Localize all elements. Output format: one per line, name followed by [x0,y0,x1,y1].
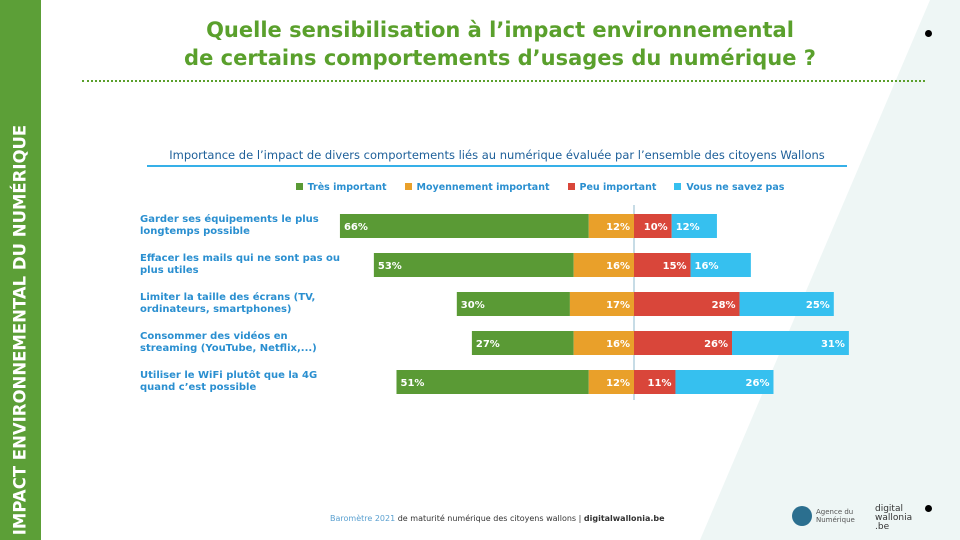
bar-segment [373,253,574,277]
data-label: 26% [746,378,770,389]
bar-segment [634,253,691,277]
data-label: 16% [695,261,719,272]
data-label: 53% [378,261,402,272]
bar-segment [634,292,740,316]
data-label: 12% [676,222,700,233]
bar-segment [456,292,570,316]
bar-segment [588,214,634,238]
title-line-2: de certains comportements d’usages du nu… [184,46,816,70]
data-label: 31% [821,339,845,350]
legend-label: Vous ne savez pas [686,182,785,193]
bar-segment [573,331,634,355]
bar-segment [471,331,574,355]
dw-logo: digital wallonia .be [875,504,913,532]
bar-segment [675,370,774,394]
legend-item: Vous ne savez pas [674,182,784,193]
data-label: 16% [606,261,630,272]
legend-swatch [404,183,412,190]
category-label: Garder ses équipements le plus longtemps… [140,214,319,237]
data-label: 25% [806,300,830,311]
sidebar: IMPACT ENVIRONNEMENTAL DU NUMÉRIQUE [0,0,41,540]
legend-swatch [567,183,575,190]
bar-segment [588,370,634,394]
bullet-dot [925,505,932,512]
data-label: 26% [704,339,728,350]
data-label: 51% [400,378,424,389]
title-line-1: Quelle sensibilisation à l’impact enviro… [206,18,794,42]
divider [82,80,925,82]
data-label: 17% [606,300,630,311]
agence-logo-text: Agence du Numérique [816,508,855,524]
bullet-dot [925,30,932,37]
data-label: 28% [712,300,736,311]
bar-segment [573,253,634,277]
bar-segment [634,370,676,394]
bar-segment [634,331,733,355]
legend-label: Moyennement important [416,182,550,193]
legend-swatch [674,183,682,190]
data-label: 27% [476,339,500,350]
category-label: Limiter la taille des écrans (TV, ordina… [140,292,316,315]
agence-logo-icon [792,506,812,526]
legend-item: Très important [295,182,387,193]
data-label: 15% [663,261,687,272]
bar-segment [671,214,717,238]
bar-segment [569,292,634,316]
page-title: Quelle sensibilisation à l’impact enviro… [150,16,850,72]
data-label: 16% [606,339,630,350]
legend-swatch [295,183,303,190]
category-label: Consommer des vidéos en streaming (YouTu… [140,331,317,354]
footer-site: digitalwallonia.be [583,514,665,523]
chart-title: Importance de l’impact de divers comport… [147,148,847,167]
agence-logo: Agence du Numérique [792,506,856,526]
footer-text: de maturité numérique des citoyens wallo… [395,514,584,523]
footer-brand: Baromètre 2021 [330,514,396,523]
category-label: Effacer les mails qui ne sont pas ou plu… [140,253,341,276]
data-label: 10% [644,222,668,233]
data-label: 12% [606,378,630,389]
category-label: Utiliser le WiFi plutôt que la 4G quand … [140,370,318,393]
legend-item: Moyennement important [404,182,550,193]
bar-segment [396,370,589,394]
bar-segment [339,214,589,238]
legend-label: Peu important [579,182,657,193]
footer: Baromètre 2021 de maturité numérique des… [330,514,665,523]
data-label: 30% [461,300,485,311]
bar-segment [634,214,672,238]
data-label: 66% [344,222,368,233]
legend-item: Peu important [567,182,657,193]
data-label: 12% [606,222,630,233]
bar-segment [732,331,849,355]
bar-segment [739,292,834,316]
legend-label: Très important [307,182,387,193]
data-label: 11% [648,378,672,389]
bar-segment [690,253,751,277]
legend: Très important Moyennement important Peu i… [0,182,960,193]
